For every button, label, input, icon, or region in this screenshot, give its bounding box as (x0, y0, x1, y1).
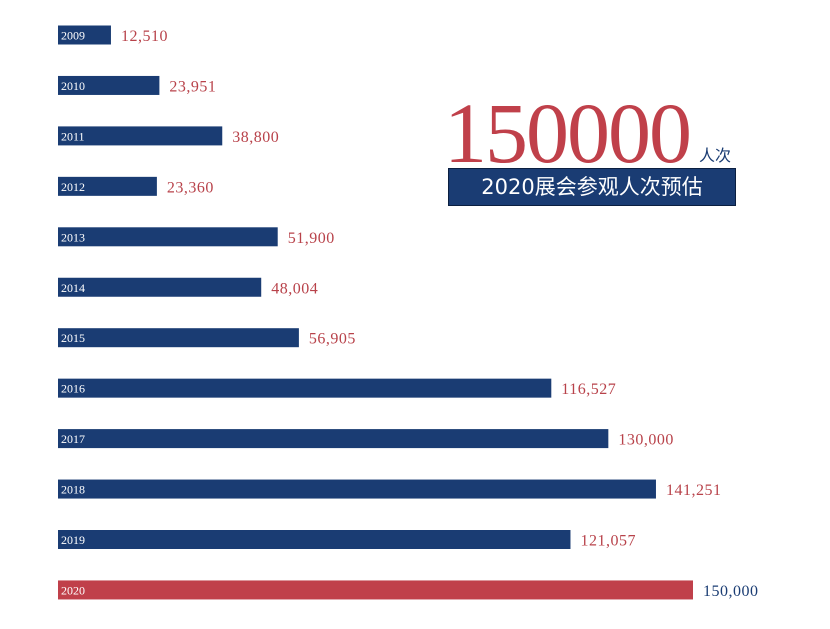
bar-value-label-2010: 23,951 (169, 78, 216, 95)
headline-callout: 150000 人次 2020展会参观人次预估 (444, 90, 744, 220)
bar-value-label-2011: 38,800 (232, 129, 279, 146)
bar-2013 (58, 227, 278, 247)
bar-2020 (58, 580, 693, 600)
bar-2017 (58, 429, 609, 449)
bar-category-label-2013: 2013 (61, 230, 85, 244)
bar-value-label-2020: 150,000 (703, 583, 759, 600)
bar-2016 (58, 378, 552, 398)
bar-value-label-2009: 12,510 (121, 28, 168, 45)
bar-category-label-2014: 2014 (61, 281, 85, 295)
bar-value-label-2012: 23,360 (167, 179, 214, 196)
bar-category-label-2015: 2015 (61, 331, 85, 345)
bar-value-label-2016: 116,527 (561, 381, 616, 398)
bar-value-label-2013: 51,900 (288, 230, 335, 247)
bar-category-label-2009: 2009 (61, 29, 85, 43)
bar-value-label-2015: 56,905 (309, 331, 356, 348)
bar-value-label-2018: 141,251 (666, 482, 722, 499)
bar-value-label-2017: 130,000 (618, 432, 674, 449)
bar-2014 (58, 277, 262, 297)
bar-category-label-2019: 2019 (61, 533, 85, 547)
bar-2019 (58, 530, 571, 549)
bar-value-label-2019: 121,057 (580, 533, 636, 550)
bar-2009 (58, 25, 111, 45)
bar-2015 (58, 328, 299, 348)
bar-category-label-2011: 2011 (61, 129, 85, 143)
bar-category-label-2017: 2017 (61, 432, 85, 446)
headline-caption: 2020展会参观人次预估 (448, 168, 736, 206)
headline-unit: 人次 (699, 146, 732, 165)
headline-number: 150000 (444, 85, 692, 181)
bar-2012 (58, 176, 157, 196)
bar-2010 (58, 75, 160, 95)
bar-category-label-2020: 2020 (61, 583, 85, 597)
bar-category-label-2016: 2016 (61, 382, 85, 396)
bar-category-label-2012: 2012 (61, 180, 85, 194)
bar-category-label-2010: 2010 (61, 79, 85, 93)
bar-value-label-2014: 48,004 (271, 280, 318, 297)
bar-2018 (58, 479, 656, 499)
bar-2011 (58, 126, 223, 146)
bar-category-label-2018: 2018 (61, 483, 85, 497)
